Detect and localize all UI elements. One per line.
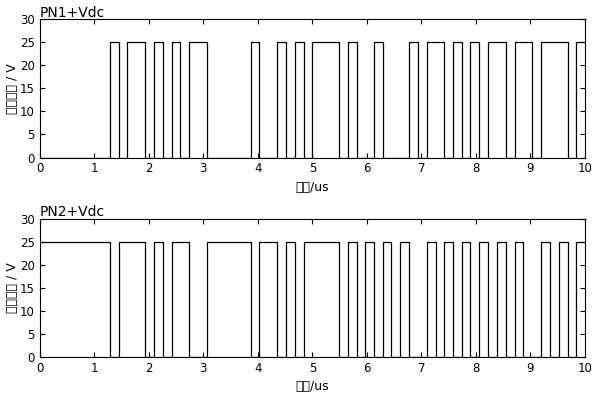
Text: PN2+Vdc: PN2+Vdc bbox=[39, 205, 105, 219]
Y-axis label: 供电电压 / V: 供电电压 / V bbox=[5, 63, 19, 114]
X-axis label: 时间/us: 时间/us bbox=[295, 380, 329, 393]
Y-axis label: 供电电压 / V: 供电电压 / V bbox=[5, 263, 19, 313]
X-axis label: 时间/us: 时间/us bbox=[295, 181, 329, 194]
Text: PN1+Vdc: PN1+Vdc bbox=[39, 6, 105, 20]
